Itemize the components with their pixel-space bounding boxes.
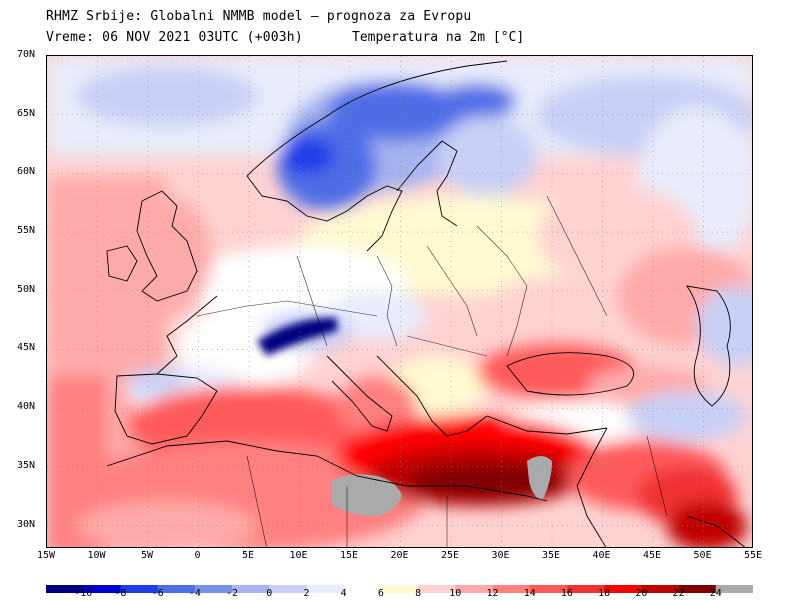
legend-label: 4 — [340, 588, 347, 599]
longitude-label: 40E — [592, 550, 611, 561]
legend-swatch — [492, 585, 531, 593]
legend-label: 6 — [377, 588, 384, 599]
latitude-label: 45N — [17, 342, 36, 354]
legend-label: 8 — [415, 588, 422, 599]
legend-label: 10 — [449, 588, 462, 599]
temperature-field — [47, 56, 752, 547]
longitude-label: 5W — [140, 550, 154, 561]
legend-swatch — [120, 585, 159, 593]
longitude-label: 30E — [491, 550, 510, 561]
missing-data-area — [527, 456, 552, 501]
graticule — [47, 56, 752, 547]
legend-swatch — [455, 585, 494, 593]
legend-swatch — [232, 585, 270, 593]
legend-label: 22 — [672, 588, 685, 599]
legend-swatch — [380, 585, 419, 593]
legend-label: 20 — [635, 588, 648, 599]
legend-label: 2 — [303, 588, 310, 599]
latitude-label: 50N — [17, 283, 36, 295]
legend-swatch — [529, 585, 568, 593]
legend-label: -2 — [226, 588, 239, 599]
longitude-label: 45E — [642, 550, 662, 561]
legend-swatch — [194, 585, 233, 593]
legend-label: 24 — [709, 588, 722, 599]
latitude-label: 60N — [17, 166, 36, 178]
legend-swatch — [641, 585, 680, 593]
latitude-label: 35N — [17, 459, 36, 471]
latitude-label: 40N — [17, 401, 36, 413]
longitude-label: 5E — [241, 550, 255, 561]
longitude-label: 10W — [87, 550, 106, 561]
coastlines — [106, 60, 746, 547]
legend-swatch — [418, 585, 456, 593]
legend-label: 16 — [560, 588, 573, 599]
legend-label: -10 — [74, 588, 93, 599]
legend-swatch — [678, 585, 717, 593]
legend-label: -8 — [114, 588, 127, 599]
missing-data-area — [332, 474, 402, 516]
legend-swatch — [604, 585, 642, 593]
longitude-label: 15W — [36, 550, 56, 561]
latitude-label: 55N — [17, 225, 36, 237]
legend-label: 14 — [523, 588, 536, 599]
legend-swatch — [343, 585, 382, 593]
longitude-label: 20E — [390, 550, 409, 561]
longitude-label: 50E — [693, 550, 712, 561]
forecast-time: Vreme: 06 NOV 2021 03UTC (+003h) — [46, 30, 303, 45]
legend-label: 18 — [598, 588, 611, 599]
longitude-label: 0 — [194, 550, 201, 561]
legend-swatch — [566, 585, 605, 593]
legend-swatch — [46, 585, 84, 593]
legend-label: 12 — [486, 588, 499, 599]
legend-swatch — [306, 585, 345, 593]
latitude-label: 70N — [17, 49, 36, 60]
legend-swatch — [269, 585, 307, 593]
legend-label: 0 — [266, 588, 273, 599]
alpine-cold-pool — [257, 317, 337, 356]
longitude-label: 25E — [440, 550, 460, 561]
legend-label: -6 — [151, 588, 164, 599]
legend-colorbar — [46, 578, 754, 593]
legend-swatch — [715, 585, 754, 593]
legend-swatch — [157, 585, 196, 593]
longitude-label: 55E — [743, 550, 763, 561]
temperature-map — [46, 55, 753, 548]
longitude-label: 15E — [339, 550, 359, 561]
legend-label: -4 — [188, 588, 201, 599]
legend-swatch — [83, 585, 121, 593]
variable-name: Temperatura na 2m [°C] — [352, 30, 525, 45]
country-borders — [196, 195, 668, 547]
latitude-label: 30N — [17, 518, 36, 530]
latitude-label: 65N — [17, 107, 36, 119]
longitude-label: 10E — [289, 550, 308, 561]
map-title: RHMZ Srbije: Globalni NMMB model — progn… — [46, 9, 472, 24]
longitude-label: 35E — [541, 550, 561, 561]
